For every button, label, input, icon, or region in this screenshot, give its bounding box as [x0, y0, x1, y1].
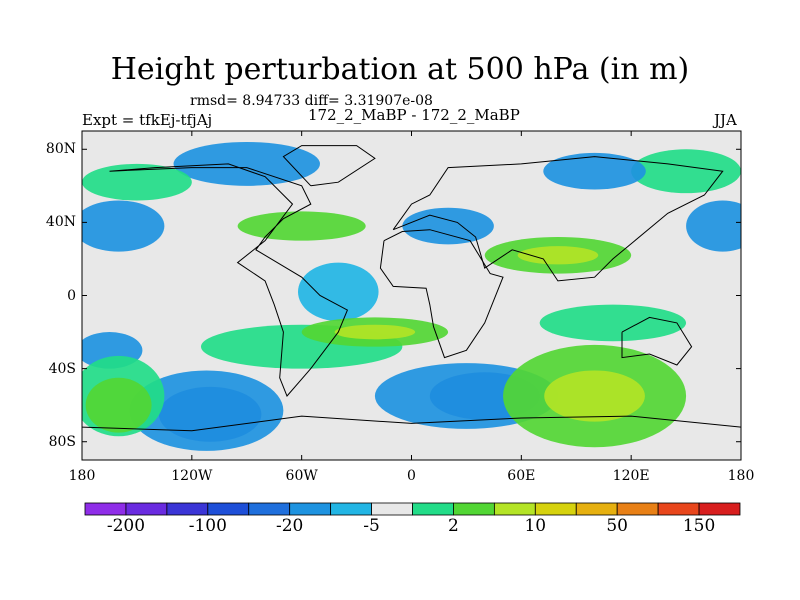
colorbar-box	[575, 502, 618, 516]
contour-region	[237, 211, 366, 241]
coastline	[282, 145, 376, 187]
contour-region	[631, 149, 741, 194]
colorbar-label: 150	[682, 516, 716, 536]
colorbar-label: 10	[524, 516, 547, 536]
experiment-label: Expt = tfkEj-tfjAj	[82, 111, 213, 129]
colorbar-box	[84, 502, 127, 516]
colorbar-label: -100	[188, 516, 227, 536]
chart-title: Height perturbation at 500 hPa (in m)	[110, 52, 690, 87]
coastlines	[82, 145, 741, 432]
contour-regions	[82, 141, 741, 451]
x-tick-label: 120E	[612, 468, 650, 484]
y-tick-label: 40N	[45, 214, 76, 231]
contour-region	[129, 370, 284, 451]
y-tick-label: 80S	[48, 433, 76, 450]
contour-region	[543, 152, 646, 190]
colorbar-box	[657, 502, 700, 516]
contour-region	[334, 324, 416, 340]
colorbar-box	[698, 502, 741, 516]
contour-region	[82, 200, 165, 252]
colorbar-box	[289, 502, 332, 516]
season-label: JJA	[714, 111, 737, 129]
coastline	[621, 316, 693, 366]
x-tick-label: 60W	[285, 468, 318, 484]
colorbar-box	[453, 502, 495, 516]
x-tick-label: 180	[68, 468, 96, 484]
colorbar-label: -20	[275, 516, 304, 536]
contour-region	[686, 200, 741, 252]
y-tick-label: 80N	[45, 141, 76, 158]
x-tick-label: 0	[407, 468, 416, 484]
colorbar-box	[166, 502, 209, 516]
colorbar-label: -5	[363, 516, 380, 536]
y-tick-label: 0	[67, 287, 76, 304]
colorbar-box	[534, 502, 577, 516]
contour-region	[298, 262, 379, 322]
coastline	[392, 156, 724, 282]
colorbar-label: 2	[448, 516, 459, 536]
coastline	[82, 415, 741, 432]
colorbar-box	[616, 502, 659, 516]
x-tick-label: 180	[727, 468, 755, 484]
colorbar-label: -200	[106, 516, 146, 536]
coastline	[109, 163, 349, 397]
colorbar-label: 50	[606, 516, 629, 536]
colorbar-box	[493, 502, 536, 516]
contour-region	[544, 370, 645, 422]
colorbar-box	[207, 502, 250, 516]
contour-region	[85, 377, 152, 433]
stats-line: rmsd= 8.94733 diff= 3.31907e-08	[190, 93, 433, 109]
case-label: 172_2_MaBP - 172_2_MaBP	[308, 106, 520, 124]
colorbar-box	[248, 502, 291, 516]
contour-region	[517, 246, 599, 265]
colorbar-box	[371, 502, 413, 516]
contour-region	[82, 163, 192, 201]
coastline	[379, 229, 504, 359]
contour-region	[173, 141, 320, 186]
x-tick-label: 60E	[507, 468, 536, 484]
x-tick-label: 120W	[171, 468, 213, 484]
colorbar-box	[125, 502, 168, 516]
contour-region	[539, 304, 687, 342]
colorbar-box	[412, 502, 454, 516]
colorbar-box	[330, 502, 372, 516]
y-tick-label: 40S	[48, 360, 76, 377]
